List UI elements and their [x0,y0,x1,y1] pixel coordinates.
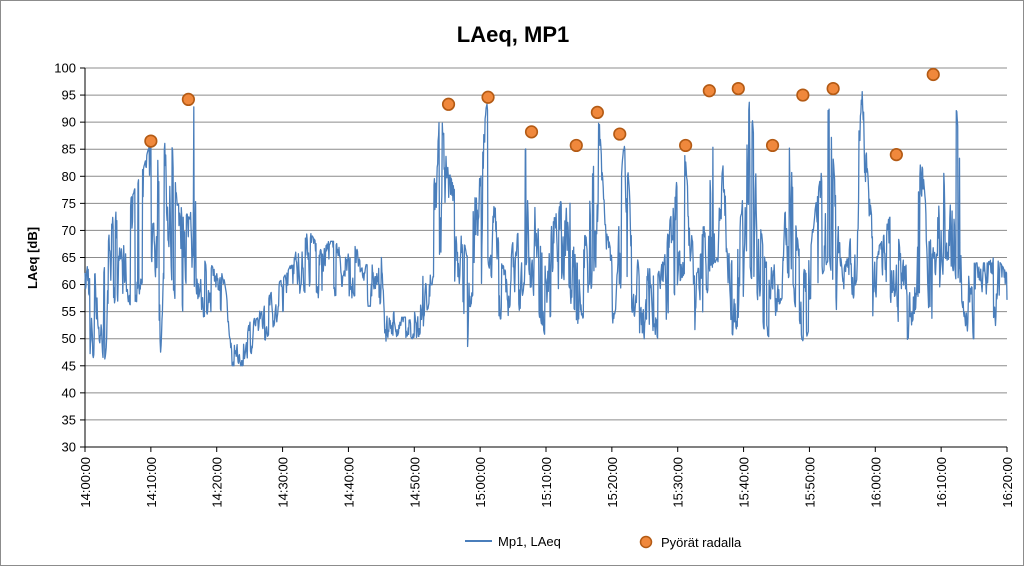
plot-area [84,67,1008,367]
x-tick-label: 14:20:00 [210,457,225,508]
marker-pyorat-radalla [524,125,539,139]
y-tick-label: 40 [62,385,76,400]
series-line-mp1-laeq [84,90,1008,367]
x-tick-label: 14:10:00 [144,457,159,508]
x-tick-label: 15:00:00 [473,457,488,508]
x-axis-ticks: 14:00:00 14:10:00 14:20:00 14:30:00 14:40:00… [78,447,1015,508]
x-tick-label: 15:20:00 [605,457,620,508]
x-tick-label: 16:10:00 [934,457,949,508]
gridlines [85,67,1007,448]
marker-pyorat-radalla [796,88,810,102]
marker-pyorat-radalla [441,97,456,111]
y-tick-label: 80 [62,169,76,184]
y-tick-label: 60 [62,277,76,292]
y-tick-label: 55 [62,304,76,319]
marker-pyorat-radalla [826,81,840,96]
marker-pyorat-radalla [679,138,693,153]
x-tick-label: 16:00:00 [868,457,883,508]
y-tick-label: 90 [62,115,76,130]
x-tick-label: 16:20:00 [1000,457,1015,508]
x-tick-label: 15:10:00 [539,457,554,508]
y-tick-label: 30 [62,440,76,455]
y-tick-label: 100 [54,61,76,76]
marker-pyorat-radalla [765,138,780,153]
legend-label-line: Mp1, LAeq [498,534,561,549]
marker-pyorat-radalla [613,127,627,141]
y-tick-label: 75 [62,196,76,211]
legend-label-markers: Pyörät radalla [661,535,742,550]
marker-pyorat-radalla [144,134,158,148]
chart-title: LAeq, MP1 [457,22,569,47]
x-tick-label: 14:30:00 [276,457,291,508]
x-tick-label: 15:50:00 [802,457,817,508]
y-tick-label: 70 [62,223,76,238]
x-tick-label: 14:50:00 [407,457,422,508]
x-tick-label: 15:40:00 [737,457,752,508]
y-tick-label: 35 [62,412,76,427]
y-axis-label: LAeq [dB] [25,227,40,289]
x-tick-label: 15:30:00 [671,457,686,508]
y-tick-label: 95 [62,88,76,103]
marker-pyorat-radalla [569,138,583,153]
marker-pyorat-radalla [481,90,495,104]
x-tick-label: 14:40:00 [341,457,356,508]
y-tick-label: 45 [62,358,76,373]
marker-pyorat-radalla [181,92,195,107]
y-tick-label: 50 [62,331,76,346]
marker-pyorat-radalla [889,148,903,162]
marker-pyorat-radalla [590,105,604,119]
legend-marker-swatch [639,535,653,549]
marker-pyorat-radalla [731,81,745,96]
legend: Mp1, LAeq Pyörät radalla [465,534,742,550]
marker-pyorat-radalla [926,67,940,82]
y-axis-ticks: 30 35 40 45 50 55 60 65 70 75 80 85 90 95 100 [54,61,85,455]
y-tick-label: 85 [62,142,76,157]
axes [84,68,1007,448]
marker-pyorat-radalla [702,84,716,98]
y-tick-label: 65 [62,250,76,265]
x-tick-label: 14:00:00 [78,457,93,508]
